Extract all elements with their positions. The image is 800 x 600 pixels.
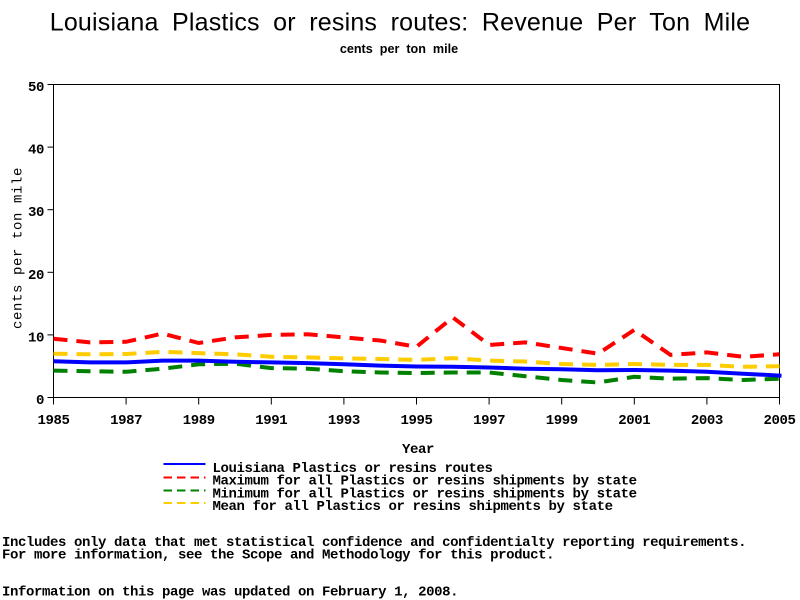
svg-text:1985: 1985 [37,413,69,429]
svg-text:1987: 1987 [110,413,142,429]
svg-text:2003: 2003 [691,413,723,429]
svg-text:10: 10 [28,330,44,346]
svg-text:1991: 1991 [255,413,287,429]
svg-text:1997: 1997 [473,413,505,429]
svg-text:Louisiana Plastics or resins r: Louisiana Plastics or resins routes [213,461,493,477]
svg-text:1999: 1999 [546,413,578,429]
svg-text:cents per ton mile: cents per ton mile [340,42,458,56]
svg-text:Maximum for all Plastics or re: Maximum for all Plastics or resins shipm… [213,474,637,490]
svg-text:2001: 2001 [618,413,650,429]
svg-text:1993: 1993 [328,413,360,429]
svg-text:50: 50 [28,80,44,96]
svg-text:Louisiana Plastics or resins r: Louisiana Plastics or resins routes: Rev… [50,9,751,37]
svg-text:40: 40 [28,143,44,159]
svg-text:Information on this page was u: Information on this page was updated on … [2,585,458,600]
svg-text:1995: 1995 [400,413,432,429]
svg-text:20: 20 [28,268,44,284]
svg-text:Includes only data that met st: Includes only data that met statistical … [2,535,746,551]
svg-text:Year: Year [402,442,434,458]
svg-text:2005: 2005 [763,413,795,429]
svg-text:30: 30 [28,205,44,221]
svg-text:cents per ton mile: cents per ton mile [11,167,27,329]
svg-text:Mean for all Plastics or resin: Mean for all Plastics or resins shipment… [213,499,613,515]
svg-text:For more information, see the: For more information, see the Scope and … [2,548,554,564]
svg-text:Minimum for all Plastics or re: Minimum for all Plastics or resins shipm… [213,486,637,502]
svg-text:1989: 1989 [183,413,215,429]
svg-text:0: 0 [36,393,44,409]
